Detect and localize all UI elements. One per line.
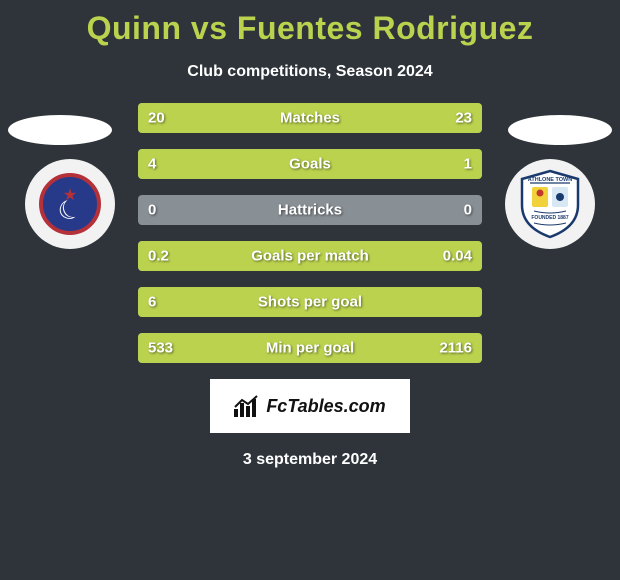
stat-row: 533 2116 Min per goal [138,333,482,363]
stat-value-right: 0 [464,202,472,219]
stat-value-left: 4 [148,156,156,173]
stat-value-left: 20 [148,110,165,127]
stat-value-right: 2116 [439,340,472,357]
svg-text:ATHLONE TOWN: ATHLONE TOWN [528,177,572,183]
watermark-text: FcTables.com [266,396,385,417]
stat-bars: 20 23 Matches 4 1 Goals 0 0 Hattricks 0.2 0.04 Goal… [138,103,482,363]
stat-label: Goals per match [251,248,369,265]
drogheda-logo-icon [39,173,101,235]
stat-value-left: 6 [148,294,156,311]
stat-row: 4 1 Goals [138,149,482,179]
athlone-logo-icon: ATHLONE TOWN FOUNDED 1887 [518,169,582,239]
stat-row: 20 23 Matches [138,103,482,133]
date-label: 3 september 2024 [0,451,620,469]
fctables-logo-icon [234,395,260,417]
svg-text:FOUNDED 1887: FOUNDED 1887 [531,215,568,221]
stat-label: Hattricks [278,202,342,219]
stat-row: 0 0 Hattricks [138,195,482,225]
stat-label: Min per goal [266,340,354,357]
stat-label: Shots per goal [258,294,362,311]
player-marker-right [508,115,612,145]
stat-value-right: 23 [455,110,472,127]
subtitle: Club competitions, Season 2024 [0,63,620,81]
watermark: FcTables.com [210,379,410,433]
stat-value-left: 0.2 [148,248,169,265]
player-marker-left [8,115,112,145]
stat-value-left: 533 [148,340,173,357]
bar-fill-left [138,149,413,179]
stat-label: Goals [289,156,331,173]
stat-row: 0.2 0.04 Goals per match [138,241,482,271]
club-logo-right: ATHLONE TOWN FOUNDED 1887 [505,159,595,249]
stat-value-right: 1 [464,156,472,173]
stat-row: 6 Shots per goal [138,287,482,317]
stat-label: Matches [280,110,340,127]
club-logo-left [25,159,115,249]
stat-value-left: 0 [148,202,156,219]
stat-value-right: 0.04 [443,248,472,265]
page-title: Quinn vs Fuentes Rodriguez [0,0,620,47]
comparison-container: ATHLONE TOWN FOUNDED 1887 20 23 Matches 4 1 G… [0,103,620,363]
